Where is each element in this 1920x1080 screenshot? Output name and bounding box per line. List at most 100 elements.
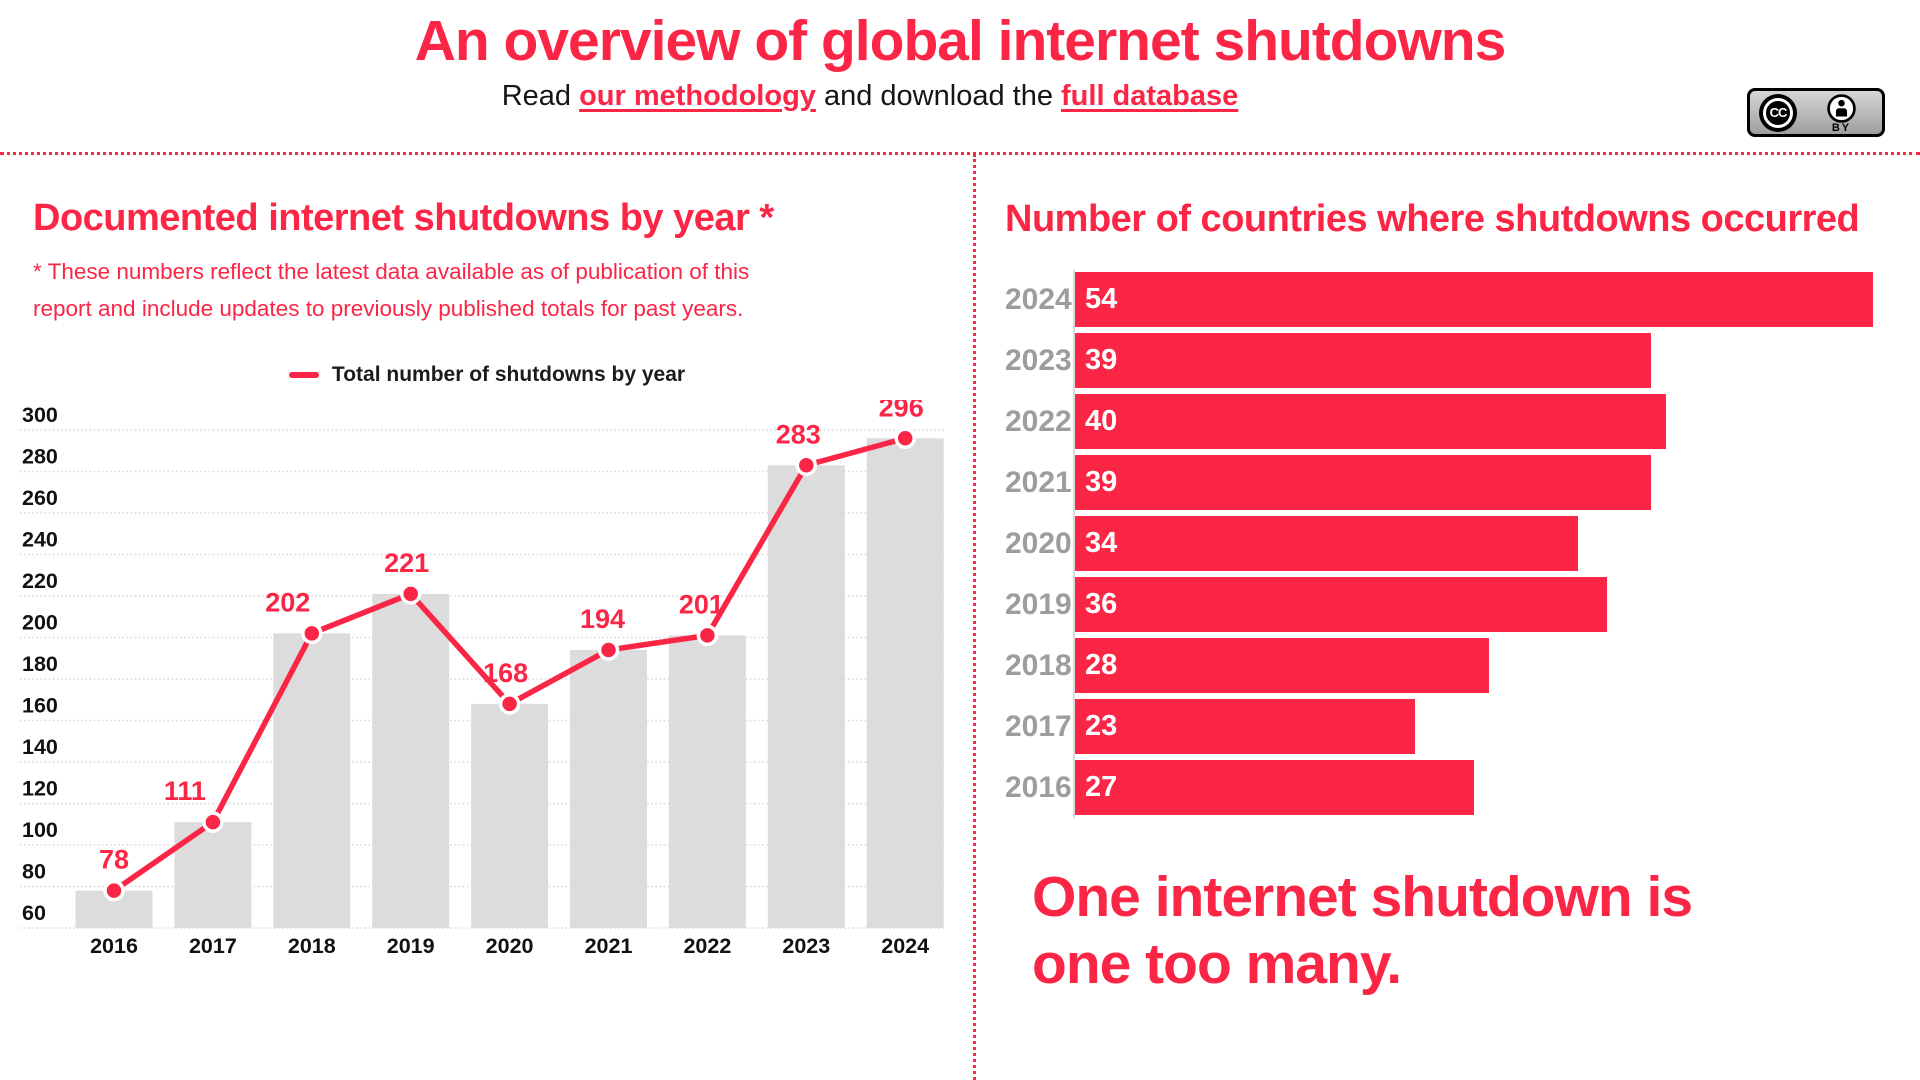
country-bar-2017: 23 — [1075, 699, 1415, 754]
country-bar-2024: 54 — [1075, 272, 1873, 327]
country-row-2020: 2020 34 — [1005, 516, 1920, 571]
x-tick-2017: 2017 — [189, 934, 237, 958]
legend-line-swatch — [288, 372, 319, 378]
y-tick-80: 80 — [22, 860, 46, 884]
x-tick-2016: 2016 — [90, 934, 138, 958]
marker-2021 — [597, 639, 620, 661]
right-chart-title: Number of countries where shutdowns occu… — [1005, 198, 1860, 240]
x-tick-2024: 2024 — [881, 934, 929, 958]
value-label-2021: 39 — [1085, 466, 1118, 498]
legend-label: Total number of shutdowns by year — [331, 363, 686, 386]
marker-2024 — [894, 427, 916, 450]
year-label-2023: 2023 — [1005, 343, 1072, 377]
year-label-2020: 2020 — [1005, 526, 1072, 560]
marker-2016 — [103, 879, 125, 902]
data-label-2019: 221 — [384, 548, 429, 578]
country-row-2021: 2021 39 — [1005, 455, 1920, 510]
y-tick-300: 300 — [22, 403, 58, 427]
country-bar-2022: 40 — [1075, 394, 1666, 449]
country-row-2018: 2018 28 — [1005, 638, 1920, 693]
bar-2023 — [767, 465, 845, 928]
x-tick-2023: 2023 — [782, 934, 830, 958]
country-bar-2016: 27 — [1075, 760, 1474, 815]
bar-2018 — [273, 633, 351, 928]
subtitle: Read our methodology and download the fu… — [0, 80, 1740, 113]
tagline: One internet shutdown is one too many. — [1032, 864, 1693, 998]
y-tick-180: 180 — [22, 652, 58, 676]
value-label-2017: 23 — [1085, 710, 1118, 742]
y-tick-240: 240 — [22, 528, 58, 552]
value-label-2024: 54 — [1085, 283, 1118, 315]
shutdowns-by-year-chart: 60 80 100 120 140 160 180 200 220 240 260 280 300 78 2… — [20, 400, 946, 958]
vertical-dotted-divider — [973, 154, 976, 1080]
y-tick-100: 100 — [22, 818, 58, 842]
cc-logo-icon: CC — [1759, 93, 1797, 132]
country-row-2019: 2019 36 — [1005, 577, 1920, 632]
data-label-2020: 168 — [483, 658, 528, 688]
country-bar-2020: 34 — [1075, 516, 1578, 571]
x-tick-2018: 2018 — [288, 934, 336, 958]
database-link[interactable]: full database — [1061, 80, 1239, 112]
tagline-line-1: One internet shutdown is — [1032, 865, 1693, 929]
y-tick-200: 200 — [22, 611, 58, 635]
country-row-2017: 2017 23 — [1005, 699, 1920, 754]
attribution-by-group: BY — [1827, 93, 1856, 134]
year-label-2016: 2016 — [1005, 770, 1072, 804]
year-label-2017: 2017 — [1005, 709, 1072, 743]
year-label-2019: 2019 — [1005, 587, 1072, 621]
value-label-2022: 40 — [1085, 405, 1118, 437]
footnote-line-1: * These numbers reflect the latest data … — [33, 259, 750, 284]
marker-2022 — [696, 624, 719, 647]
data-label-2016: 78 — [99, 845, 129, 875]
year-label-2021: 2021 — [1005, 465, 1072, 499]
subtitle-middle: and download the — [815, 80, 1062, 112]
y-tick-260: 260 — [22, 486, 58, 510]
bar-2022 — [668, 635, 746, 928]
value-label-2020: 34 — [1085, 527, 1118, 559]
value-label-2023: 39 — [1085, 344, 1118, 376]
attribution-person-icon — [1827, 93, 1856, 123]
country-row-2022: 2022 40 — [1005, 394, 1920, 449]
cc-by-license-badge[interactable]: CC BY — [1747, 88, 1885, 137]
year-label-2018: 2018 — [1005, 648, 1072, 682]
value-label-2018: 28 — [1085, 649, 1118, 681]
data-label-2017: 111 — [164, 776, 206, 806]
data-label-2018: 202 — [265, 587, 310, 617]
value-label-2016: 27 — [1085, 771, 1118, 803]
page-title: An overview of global internet shutdowns — [414, 9, 1507, 73]
x-tick-2022: 2022 — [683, 934, 731, 958]
data-label-2023: 283 — [776, 419, 821, 449]
data-label-2024: 296 — [879, 400, 924, 422]
y-tick-60: 60 — [22, 901, 46, 925]
marker-2019 — [399, 583, 422, 605]
y-tick-160: 160 — [22, 694, 58, 718]
year-label-2022: 2022 — [1005, 404, 1072, 438]
x-tick-2019: 2019 — [387, 934, 435, 958]
bar-2020 — [471, 703, 549, 928]
marker-2023 — [795, 454, 818, 477]
subtitle-prefix: Read — [501, 80, 580, 112]
left-chart-footnote: * These numbers reflect the latest data … — [33, 253, 749, 327]
by-label: BY — [1831, 121, 1852, 134]
chart-legend: Total number of shutdowns by year — [0, 363, 974, 387]
countries-bar-chart: 2024 54 2023 39 2022 40 2021 39 2020 34 2019 36 2018… — [1005, 272, 1920, 821]
y-tick-140: 140 — [22, 735, 58, 759]
x-tick-2021: 2021 — [585, 934, 633, 958]
country-row-2016: 2016 27 — [1005, 760, 1920, 815]
data-label-2022: 201 — [679, 589, 724, 619]
methodology-link[interactable]: our methodology — [579, 80, 816, 112]
marker-2018 — [301, 622, 323, 645]
right-chart-axis-line — [1073, 270, 1075, 818]
country-row-2023: 2023 39 — [1005, 333, 1920, 388]
x-tick-2020: 2020 — [486, 934, 534, 958]
bar-2021 — [570, 649, 647, 928]
horizontal-dotted-divider — [0, 152, 1920, 155]
country-bar-2023: 39 — [1075, 333, 1651, 388]
value-label-2019: 36 — [1085, 588, 1118, 620]
country-row-2024: 2024 54 — [1005, 272, 1920, 327]
marker-2017 — [202, 811, 224, 833]
data-label-2021: 194 — [580, 604, 625, 634]
marker-2020 — [498, 693, 521, 715]
year-label-2024: 2024 — [1005, 282, 1072, 316]
y-tick-280: 280 — [22, 445, 58, 469]
